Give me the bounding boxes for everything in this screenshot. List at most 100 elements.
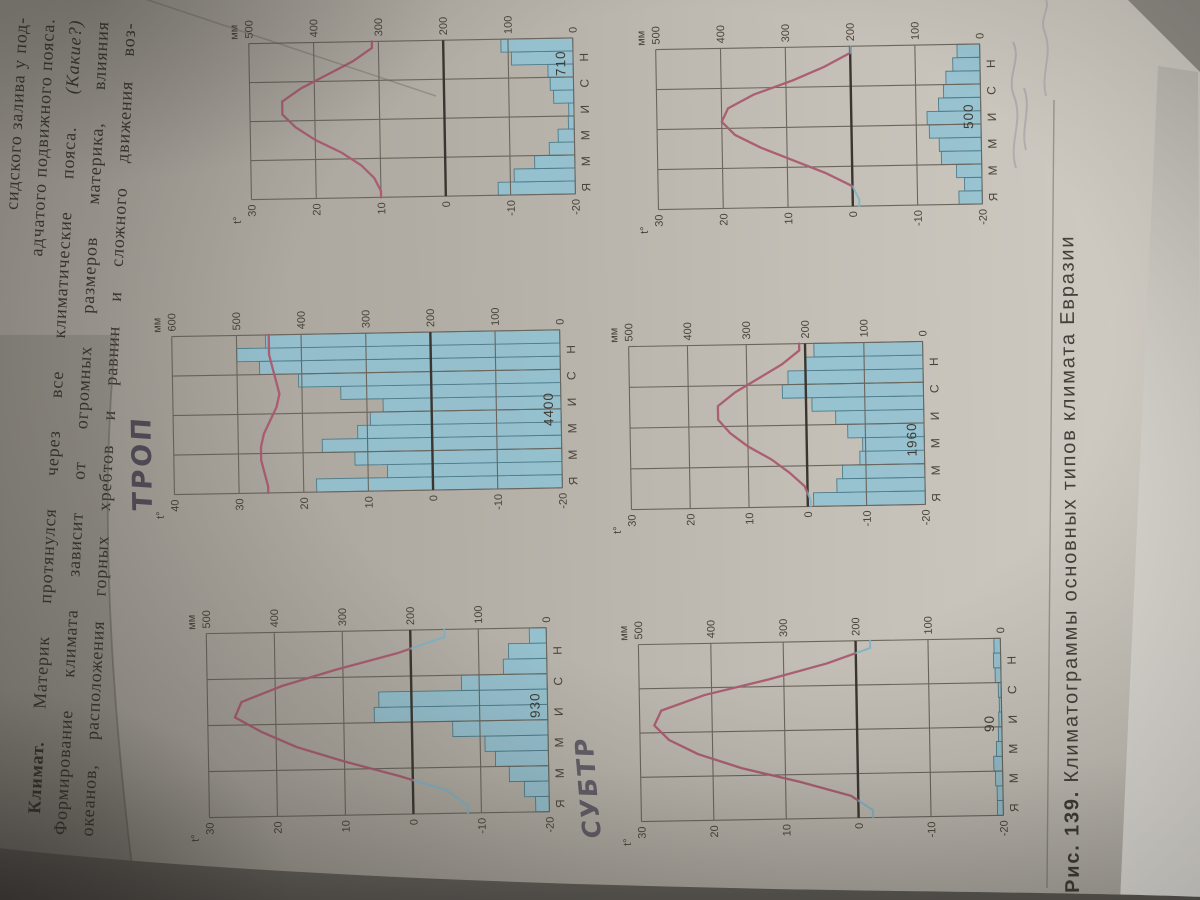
mm-axis-label: 300 xyxy=(337,608,349,627)
grid-line xyxy=(545,627,550,812)
precip-bar xyxy=(513,167,576,183)
mm-axis-label: 300 xyxy=(778,619,790,638)
grid-line xyxy=(206,627,547,635)
grid-line xyxy=(657,163,982,171)
month-label: С xyxy=(551,676,565,685)
t-axis-label: 30 xyxy=(654,214,666,226)
precip-bar xyxy=(996,800,1004,816)
t-axis-corner: t° xyxy=(622,838,634,846)
grid-line xyxy=(628,346,633,510)
precip-bar xyxy=(523,780,550,798)
mm-axis-corner: мм xyxy=(186,615,198,630)
precip-bar xyxy=(452,719,549,738)
grid-line xyxy=(656,83,981,91)
climatogram-bottom-left: 30 500 20 400 10 300 0 200 -10 100 -20 0 t° мм Я М М И С Н 9… xyxy=(614,600,1029,852)
precip-bar xyxy=(549,76,575,91)
month-label: И xyxy=(552,707,566,716)
t-axis-label: -20 xyxy=(921,509,933,525)
grid-line xyxy=(572,37,576,194)
precip-bar xyxy=(940,150,983,166)
grid-line xyxy=(365,333,369,492)
precip-bar xyxy=(992,652,1002,669)
precip-bar xyxy=(813,490,926,507)
precip-bar xyxy=(502,657,548,675)
precip-bar xyxy=(994,770,1004,787)
t-axis-label: -20 xyxy=(545,817,557,833)
mm-axis-corner: мм xyxy=(228,25,240,40)
t-axis-label: 20 xyxy=(709,825,721,837)
total-precip-label: 1960 xyxy=(904,422,920,456)
mm-axis-label: 0 xyxy=(995,627,1007,633)
t-axis-label: 30 xyxy=(627,514,639,526)
month-label: Н xyxy=(984,59,998,68)
grid-line xyxy=(863,342,868,506)
mm-axis-label: 200 xyxy=(425,309,437,328)
t-axis-label: 20 xyxy=(685,513,697,525)
t-axis-label: 0 xyxy=(803,511,815,517)
precip-bar xyxy=(553,89,575,104)
grid-line xyxy=(782,642,787,820)
mm-axis-label: 300 xyxy=(373,18,385,37)
month-label: Я xyxy=(1007,803,1021,812)
temperature-curve-warm xyxy=(720,45,854,208)
precip-bar xyxy=(557,128,575,143)
mm-axis-label: 100 xyxy=(923,616,935,635)
month-label: М xyxy=(986,165,1000,175)
grid-line xyxy=(637,644,643,822)
total-precip-label: 90 xyxy=(982,715,997,732)
handwritten-note-trop: ТРОП xyxy=(126,414,160,513)
month-label: Я xyxy=(566,477,580,486)
grid-line xyxy=(630,422,925,429)
t-axis-label: 40 xyxy=(170,499,182,511)
grid-line xyxy=(638,637,1001,646)
grid-line xyxy=(341,631,347,816)
grid-line xyxy=(655,43,980,51)
t-axis-label: 10 xyxy=(781,824,793,836)
mm-axis-label: 200 xyxy=(845,23,857,42)
t-axis-label: -20 xyxy=(558,493,570,509)
precip-bar xyxy=(378,688,549,708)
t-axis-label: -10 xyxy=(862,510,874,526)
grid-line xyxy=(235,335,240,494)
grid-line xyxy=(251,193,576,201)
grid-line xyxy=(639,681,1002,690)
mm-axis-label: 500 xyxy=(201,610,213,629)
grid-line xyxy=(250,115,575,123)
t-axis-label: 10 xyxy=(341,820,353,832)
precip-bar xyxy=(508,765,550,783)
precip-bar xyxy=(535,795,550,813)
t-axis-label: 0 xyxy=(848,211,860,217)
mm-axis-label: 200 xyxy=(800,320,812,339)
climatogram-bottom-middle: 30 500 20 400 10 300 0 200 -10 100 -20 0 t° мм Я М М И С Н 1… xyxy=(604,303,951,540)
month-label: М xyxy=(565,423,579,433)
t-axis-label: 30 xyxy=(637,826,649,838)
mm-axis-label: 400 xyxy=(705,620,717,639)
mm-axis-label: 400 xyxy=(715,25,727,44)
grid-line xyxy=(914,45,919,206)
precip-bar xyxy=(811,395,925,412)
t-axis-label: -20 xyxy=(571,199,583,215)
temperature-curve-warm xyxy=(281,40,383,199)
grid-line xyxy=(658,203,983,211)
month-label: С xyxy=(984,86,998,95)
t-axis-corner: t° xyxy=(155,511,167,519)
month-label: И xyxy=(985,113,999,122)
precip-bar xyxy=(460,673,548,691)
grid-line xyxy=(248,43,253,200)
t-axis-label: 20 xyxy=(299,497,311,509)
grid-line xyxy=(630,463,925,470)
mm-axis-label: 200 xyxy=(438,17,450,36)
grid-line xyxy=(641,814,1004,823)
precip-bar xyxy=(993,637,1002,654)
month-label: Н xyxy=(1005,656,1019,665)
precip-bar xyxy=(568,102,575,117)
grid-line xyxy=(559,329,563,488)
month-label: И xyxy=(928,412,942,421)
t-axis-label: -10 xyxy=(477,818,489,834)
precip-bar xyxy=(567,115,575,130)
mm-axis-corner: мм xyxy=(635,31,647,46)
precip-bar xyxy=(841,463,926,480)
temperature-curve-warm xyxy=(259,333,281,495)
climatogram-bottom-right: 30 500 20 400 10 300 0 200 -10 100 -20 0 t° мм Я М М И С Н 5… xyxy=(631,6,1008,240)
